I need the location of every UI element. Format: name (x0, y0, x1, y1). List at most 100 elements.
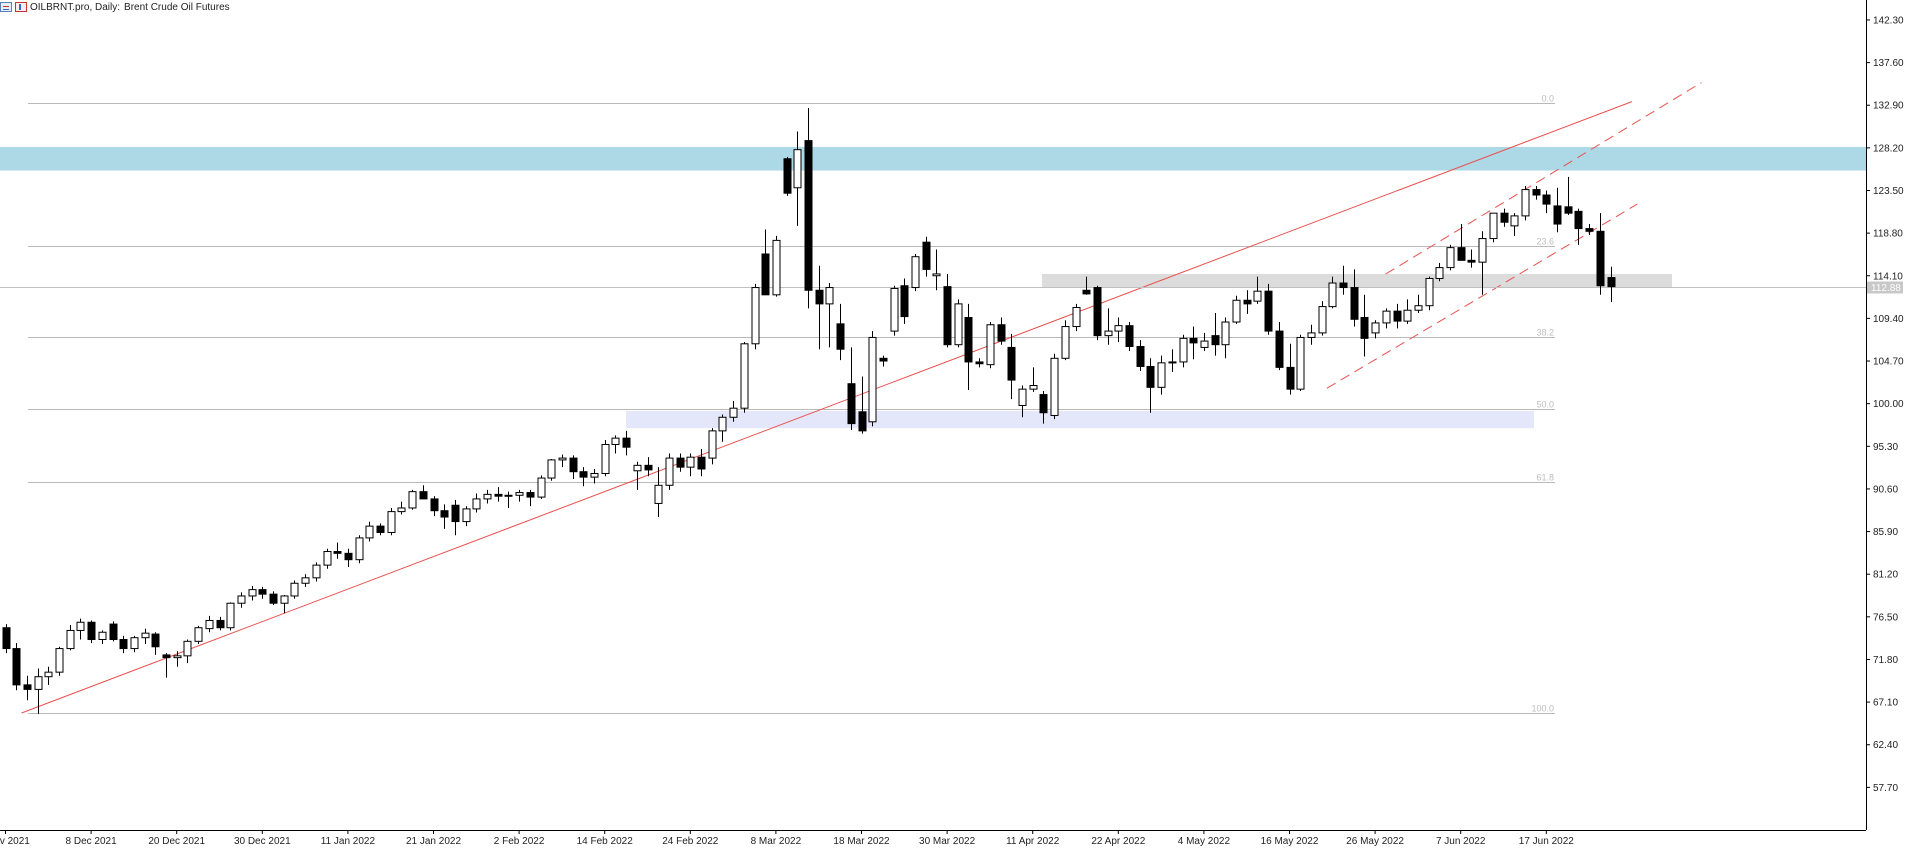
candle-10 (109, 621, 118, 642)
candle-body-94 (1007, 346, 1016, 381)
candle-31 (333, 542, 342, 559)
candle-12 (130, 635, 139, 653)
candle-42 (451, 499, 460, 536)
candle-body-80 (858, 411, 867, 432)
candle-body-29 (312, 564, 321, 579)
candle-111 (1189, 326, 1198, 360)
candle-91 (975, 358, 984, 368)
candle-body-92 (986, 324, 995, 366)
candle-120 (1286, 343, 1295, 395)
candle-107 (1146, 358, 1155, 413)
candle-140 (1500, 208, 1509, 227)
y-tick-label-9: 100.00 (1873, 399, 1904, 410)
candle-4 (44, 666, 53, 685)
candle-body-68 (729, 407, 738, 418)
candle-body-78 (836, 323, 845, 350)
candle-body-121 (1296, 336, 1305, 390)
candle-123 (1318, 301, 1327, 336)
chart-window-icon[interactable] (0, 2, 12, 12)
candle-106 (1136, 340, 1145, 372)
candle-body-143 (1532, 189, 1541, 196)
candle-body-129 (1382, 310, 1391, 324)
candle-47 (504, 491, 513, 508)
candle-body-51 (547, 459, 556, 479)
candle-body-15 (162, 654, 171, 659)
candle-body-117 (1253, 290, 1262, 302)
candle-30 (323, 548, 332, 569)
candle-body-109 (1168, 361, 1177, 364)
candle-body-31 (333, 551, 342, 554)
candle-11 (119, 635, 128, 654)
candle-body-137 (1467, 259, 1476, 263)
candle-body-6 (66, 629, 75, 650)
candle-9 (98, 630, 107, 645)
candle-body-125 (1339, 282, 1348, 289)
candle-36 (387, 507, 396, 536)
x-tick-label-10: 18 Mar 2022 (833, 836, 890, 847)
candle-2 (23, 675, 32, 701)
x-tick-label-2: 20 Dec 2021 (148, 836, 205, 847)
candle-body-18 (194, 627, 203, 642)
candle-143 (1532, 185, 1541, 200)
candle-116 (1243, 290, 1252, 314)
candle-body-115 (1232, 299, 1241, 323)
candle-body-82 (879, 357, 888, 362)
candle-74 (793, 131, 802, 226)
trendline-1 (1326, 203, 1638, 389)
y-tick-label-11: 90.60 (1873, 484, 1898, 495)
trendline-0 (21, 101, 1633, 714)
candle-79 (847, 347, 856, 430)
candle-125 (1339, 265, 1348, 295)
candle-104 (1114, 317, 1123, 342)
candle-95 (1018, 385, 1027, 418)
candle-body-145 (1553, 205, 1562, 225)
candle-body-70 (751, 287, 760, 345)
candle-body-3 (34, 676, 43, 690)
y-tick-label-5: 118.80 (1873, 229, 1903, 240)
candle-98 (1050, 353, 1059, 420)
candle-body-61 (654, 484, 663, 504)
candle-body-32 (344, 552, 353, 561)
candle-60 (644, 457, 653, 477)
candle-body-17 (183, 640, 192, 657)
candle-121 (1296, 334, 1305, 391)
x-tick-label-18: 17 Jun 2022 (1519, 836, 1574, 847)
candle-118 (1264, 283, 1273, 335)
candle-body-107 (1146, 365, 1155, 388)
candle-body-127 (1360, 316, 1369, 339)
candle-body-101 (1082, 289, 1091, 295)
candle-body-23 (248, 589, 257, 597)
candle-109 (1168, 349, 1177, 372)
candle-body-45 (483, 493, 492, 500)
candle-body-75 (804, 140, 813, 291)
candle-5 (55, 646, 64, 676)
candle-body-24 (258, 589, 267, 595)
candle-body-5 (55, 648, 64, 673)
candle-70 (751, 283, 760, 350)
candle-body-30 (323, 551, 332, 566)
symbol-label: OILBRNT.pro, Daily: (30, 1, 121, 13)
candle-26 (280, 595, 289, 614)
candle-body-132 (1414, 305, 1423, 311)
candle-101 (1082, 276, 1091, 295)
candle-105 (1125, 322, 1134, 352)
candle-134 (1435, 263, 1444, 282)
indicator-icon[interactable] (15, 2, 27, 12)
candle-64 (686, 453, 695, 477)
candle-body-21 (226, 602, 235, 629)
candle-136 (1457, 224, 1466, 261)
candle-body-64 (686, 456, 695, 468)
candle-127 (1360, 294, 1369, 357)
candle-body-58 (622, 437, 631, 448)
y-tick-label-13: 81.20 (1873, 570, 1898, 581)
candle-body-102 (1093, 287, 1102, 337)
y-tick-label-18: 57.70 (1873, 783, 1898, 794)
x-tick-label-0: 26 Nov 2021 (0, 836, 30, 847)
candle-45 (483, 489, 492, 504)
x-tick-label-15: 16 May 2022 (1261, 836, 1319, 847)
candle-28 (301, 574, 310, 587)
candle-body-99 (1061, 326, 1070, 359)
candle-body-10 (109, 623, 118, 641)
candle-body-126 (1350, 287, 1359, 320)
